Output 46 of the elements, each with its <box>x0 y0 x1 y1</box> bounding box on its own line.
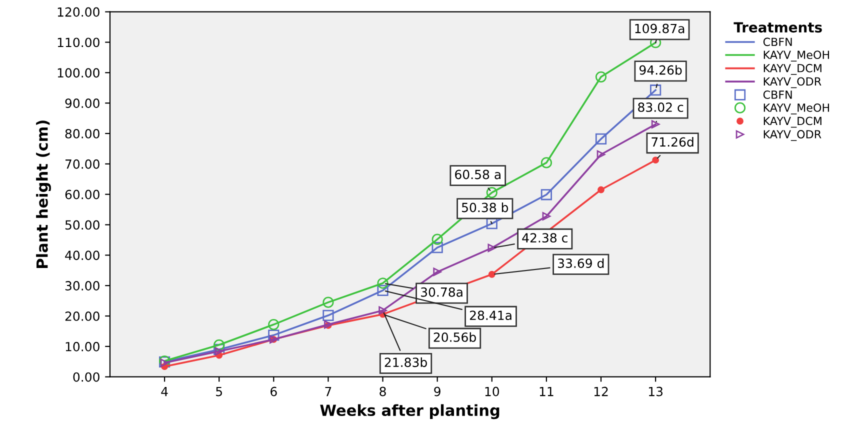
y-tick-label: 100.00 <box>58 68 100 78</box>
x-tick-label: 8 <box>380 386 386 396</box>
y-tick-label: 10.00 <box>66 342 100 352</box>
annotation: 83.02 c <box>638 102 684 112</box>
annotation: 50.38 b <box>462 202 508 212</box>
legend-label: CBFN <box>763 90 792 99</box>
x-tick-label: 9 <box>434 386 440 396</box>
x-tick-label: 12 <box>594 386 608 396</box>
y-tick-label: 30.00 <box>65 281 100 291</box>
annotation: 21.83b <box>384 357 427 368</box>
x-tick-label: 13 <box>648 386 663 396</box>
annotation: 28.41a <box>470 310 512 320</box>
annotation: 20.56b <box>434 332 476 342</box>
y-tick-label: 20.00 <box>65 311 100 321</box>
y-axis-title: Plant height (cm) <box>36 120 51 268</box>
legend-title: Treatments <box>734 22 822 33</box>
text: CBFN <box>763 38 792 46</box>
text: KAYV_ODR <box>764 77 822 88</box>
x-tick-label: 4 <box>161 386 168 396</box>
y-tick-label: 110.00 <box>58 38 100 48</box>
annotation: 42.38 c <box>522 233 568 243</box>
x-tick-label: 11 <box>540 386 554 396</box>
y-tick-label: 70.00 <box>66 159 100 169</box>
annotation: 33.69 d <box>558 258 604 268</box>
y-tick-label: 90.00 <box>65 98 100 108</box>
x-tick-label: 7 <box>325 386 332 396</box>
annotation: 30.78a <box>421 287 462 297</box>
x-tick-label: 6 <box>270 386 277 396</box>
y-tick-label: 50.00 <box>65 220 100 230</box>
y-tick-label: 80.00 <box>65 128 100 138</box>
legend-label: KAYV_DCM <box>764 116 822 128</box>
text: KAYV_DCM <box>764 64 822 75</box>
annotation: 109.87a <box>635 24 684 34</box>
y-tick-label: 0.00 <box>73 372 100 382</box>
x-axis-title: Weeks after planting <box>320 404 500 420</box>
legend-label: KAYV_MeOH <box>764 50 829 62</box>
annotation: 94.26b <box>639 65 682 75</box>
annotation: 71.26d <box>652 137 694 147</box>
y-tick-label: 40.00 <box>65 250 100 260</box>
y-tick-label: 60.00 <box>65 190 100 200</box>
y-tick-label: 120.00 <box>58 7 100 17</box>
x-tick-label: 5 <box>216 386 222 396</box>
annotation: 60.58 a <box>455 170 500 180</box>
legend-label: KAYV_ODR <box>764 130 822 141</box>
x-tick-label: 10 <box>485 386 500 396</box>
text: KAYV_MeOH <box>764 103 829 114</box>
